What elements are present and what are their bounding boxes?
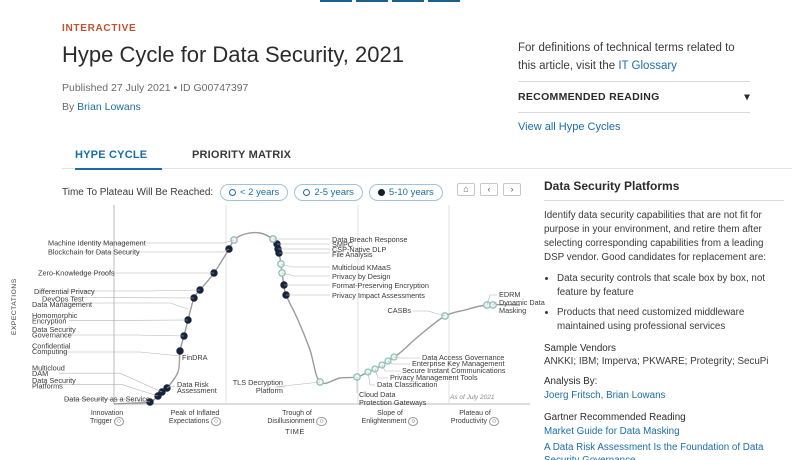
svg-text:Multicloud KMaaS: Multicloud KMaaS bbox=[332, 263, 391, 272]
svg-text:Zero-Knowledge Proofs: Zero-Knowledge Proofs bbox=[38, 269, 115, 278]
svg-text:File Analysis: File Analysis bbox=[332, 250, 373, 259]
svg-text:Blockchain for Data Security: Blockchain for Data Security bbox=[48, 248, 140, 257]
svg-text:Privacy by Design: Privacy by Design bbox=[332, 272, 390, 281]
svg-text:Masking: Masking bbox=[499, 306, 526, 315]
svg-text:Governance: Governance bbox=[32, 331, 72, 340]
svg-text:Platforms: Platforms bbox=[32, 382, 63, 391]
svg-text:Data Access Governance: Data Access Governance bbox=[422, 353, 504, 362]
svg-text:Protection Gateways: Protection Gateways bbox=[359, 398, 427, 407]
svg-text:Differential Privacy: Differential Privacy bbox=[34, 287, 95, 296]
svg-text:Encryption: Encryption bbox=[32, 316, 66, 325]
svg-text:Privacy Impact Assessments: Privacy Impact Assessments bbox=[332, 291, 425, 300]
svg-text:Data Security as a Service: Data Security as a Service bbox=[64, 395, 150, 404]
svg-text:Machine Identity Management: Machine Identity Management bbox=[48, 239, 146, 248]
svg-text:Platform: Platform bbox=[256, 386, 283, 395]
svg-text:Assessment: Assessment bbox=[177, 386, 217, 395]
svg-text:Computing: Computing bbox=[32, 347, 67, 356]
svg-text:Format-Preserving Encryption: Format-Preserving Encryption bbox=[332, 281, 429, 290]
svg-text:Data Management: Data Management bbox=[32, 300, 92, 309]
svg-text:FinDRA: FinDRA bbox=[182, 353, 208, 362]
svg-text:CASBs: CASBs bbox=[387, 306, 411, 315]
